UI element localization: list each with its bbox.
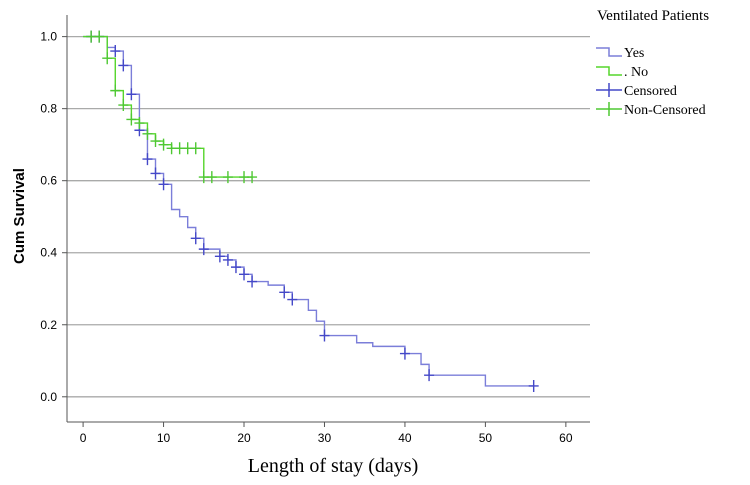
legend-swatch-line <box>596 47 622 57</box>
censor-mark <box>94 30 105 43</box>
series-lines <box>83 30 539 392</box>
censor-mark <box>142 153 153 166</box>
legend-title: Ventilated Patients <box>597 8 709 24</box>
censor-mark <box>198 243 209 256</box>
censor-mark <box>279 286 290 299</box>
x-tick-label: 0 <box>80 431 87 445</box>
censor-mark <box>126 88 137 101</box>
legend-swatch-line <box>596 66 622 76</box>
grid-lines <box>67 35 590 398</box>
censor-mark <box>206 171 217 184</box>
censor-mark <box>102 52 113 65</box>
legend-swatch-plus <box>596 102 622 116</box>
censor-mark <box>230 261 241 274</box>
legend-swatch-plus <box>596 83 622 97</box>
censor-mark <box>239 268 250 281</box>
censor-mark <box>110 45 121 58</box>
y-tick-label: 0.0 <box>40 390 57 404</box>
x-axis-title: Length of stay (days) <box>248 455 419 477</box>
censor-mark <box>134 117 145 130</box>
x-tick-label: 20 <box>237 431 251 445</box>
legend-label: Non-Censored <box>624 103 706 118</box>
censor-mark <box>126 113 137 126</box>
series-line-yes <box>83 35 534 387</box>
censor-mark <box>247 275 258 288</box>
censor-mark <box>150 167 161 180</box>
y-axis-title: Cum Survival <box>11 168 28 264</box>
x-tick-label: 50 <box>479 431 493 445</box>
censor-mark <box>287 293 298 306</box>
y-tick-label: 0.8 <box>40 102 57 116</box>
legend: Ventilated Patients Yes . No Censored Non-C… <box>596 8 709 118</box>
censor-mark <box>110 84 121 97</box>
legend-label: Censored <box>624 84 677 99</box>
censor-mark <box>214 250 225 263</box>
censor-mark <box>222 253 233 266</box>
censor-mark <box>142 127 153 140</box>
tick-labels: 0.0 0.2 0.4 0.6 0.8 1.0 0 10 20 30 40 50 60 <box>40 30 573 445</box>
censor-mark <box>424 369 435 382</box>
y-tick-label: 0.2 <box>40 318 57 332</box>
censor-mark <box>222 171 233 184</box>
censor-mark <box>319 329 330 342</box>
x-tick-label: 40 <box>398 431 412 445</box>
censor-mark <box>158 138 169 151</box>
x-tick-label: 60 <box>559 431 573 445</box>
censor-mark <box>150 135 161 148</box>
censor-mark <box>399 347 410 360</box>
censor-mark <box>247 171 258 184</box>
x-tick-label: 10 <box>157 431 171 445</box>
censor-mark <box>118 59 129 72</box>
censor-mark <box>190 142 201 155</box>
censor-mark <box>158 178 169 191</box>
censor-mark <box>528 379 539 392</box>
censor-mark <box>190 232 201 245</box>
y-tick-label: 0.4 <box>40 246 57 260</box>
x-tick-label: 30 <box>318 431 332 445</box>
legend-label: . No <box>624 65 648 80</box>
y-tick-label: 1.0 <box>40 30 57 44</box>
censor-mark <box>118 99 129 112</box>
legend-label: Yes <box>624 46 644 61</box>
axes <box>62 15 590 427</box>
y-tick-label: 0.6 <box>40 174 57 188</box>
